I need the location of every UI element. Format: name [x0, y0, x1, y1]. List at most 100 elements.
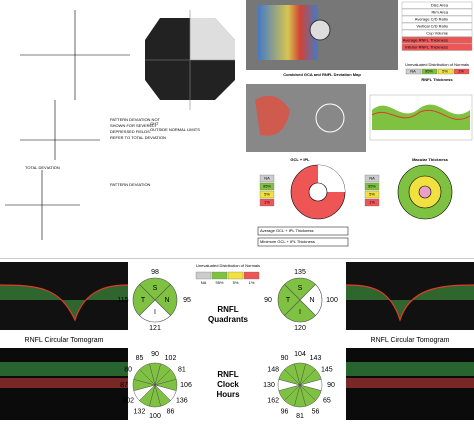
clock-value: 96 [281, 409, 289, 416]
legend-swatch [259, 190, 275, 199]
clock-value: 148 [267, 366, 279, 373]
legend-label: NA [369, 176, 375, 181]
table-label: Vertical C/D Ratio [416, 23, 448, 28]
clock-value: 100 [149, 413, 161, 420]
gcl-row [257, 226, 349, 236]
legend-swatch [259, 198, 275, 207]
legend-label: 95% [425, 69, 433, 74]
legend-label: 1% [249, 280, 255, 285]
quadrant [284, 299, 316, 323]
quadrant [284, 277, 316, 301]
clock-value: 136 [176, 397, 188, 404]
clock-value: 80 [124, 366, 132, 373]
gcl-title: GCL + IPL [290, 157, 310, 162]
quadrant [277, 284, 301, 316]
table-row [401, 1, 473, 9]
quadrant-value: 90 [264, 297, 272, 304]
strip-layer [346, 378, 474, 388]
legend-label: NA [264, 176, 270, 181]
rnfl-line [345, 284, 474, 323]
deviation-map [258, 5, 318, 60]
sector-letter: I [154, 309, 156, 316]
sector-letter: N [164, 297, 169, 304]
legend-swatch [453, 68, 470, 75]
title: RNFL Thickness [421, 77, 453, 82]
quad-title: Quadrants [208, 315, 249, 324]
strip-layer [0, 362, 128, 376]
quadrant-value: 95 [183, 297, 191, 304]
legend-label: NA [201, 280, 207, 285]
clock-value: 145 [321, 366, 333, 373]
legend-label: 5% [369, 192, 375, 197]
sector-letter: S [153, 285, 158, 292]
table-label: Inferior RNFL Thickness [405, 44, 448, 49]
quadrant-value: 100 [326, 297, 338, 304]
table-label: Rim Area [432, 9, 449, 14]
quadrant [154, 284, 178, 316]
clock-value: 102 [165, 355, 177, 362]
tsnit-green [372, 104, 470, 130]
clock-title: Clock [217, 380, 239, 389]
label: PATTERN DEVIATION [110, 182, 151, 187]
legend-label: 95% [263, 184, 271, 189]
quadrant [139, 277, 171, 301]
clock-value: 104 [294, 351, 306, 358]
legend-label: 1% [264, 200, 270, 205]
note: PATTERN DEVIATION NOT [110, 117, 161, 122]
clock-value: 65 [323, 397, 331, 404]
legend-swatch [364, 174, 380, 183]
label: TOTAL DEVIATION [25, 165, 60, 170]
table-row [401, 15, 473, 23]
quadrant-value: 120 [294, 325, 306, 332]
legend-swatch [437, 68, 454, 75]
legend-label: 5% [442, 69, 448, 74]
table-label: Average RNFL Thickness [403, 37, 448, 42]
legend-swatch [364, 190, 380, 199]
map-title: Combined GCA and RNFL Deviation Map [283, 72, 361, 77]
legend-label: NA [410, 69, 416, 74]
table-label: Disc Area [431, 2, 449, 7]
clock-value: 87 [120, 382, 128, 389]
legend-swatch [259, 182, 275, 191]
table-label: Cup Volume [426, 30, 449, 35]
sector-letter: N [309, 297, 314, 304]
clock-value: 90 [151, 351, 159, 358]
clock-value: 56 [312, 409, 320, 416]
strip-layer [0, 378, 128, 388]
distribution: Unevaluated Distribution of Normals [405, 62, 469, 67]
quadrant-value: 121 [149, 325, 161, 332]
clock-sector [284, 363, 301, 386]
legend-swatch [211, 271, 228, 280]
gcl-row [257, 237, 349, 247]
clock-value: 90 [281, 355, 289, 362]
legend-label: 1% [458, 69, 464, 74]
ght: OUTSIDE NORMAL LIMITS [150, 127, 200, 132]
quadrant [299, 284, 323, 316]
quadrant [139, 299, 171, 323]
clock-value: 143 [310, 355, 322, 362]
clock-value: 81 [178, 366, 186, 373]
disc-ring [315, 103, 345, 133]
clock-value: 102 [122, 397, 134, 404]
quadrant-value: 135 [294, 269, 306, 276]
table-row [401, 43, 473, 51]
quadrant [132, 284, 156, 316]
gcl-chart [290, 164, 453, 220]
clock-title: Hours [216, 390, 240, 399]
sector-letter: I [299, 309, 301, 316]
legend-swatch [195, 271, 212, 280]
sector-letter: S [298, 285, 303, 292]
quadrant-value: 98 [151, 269, 159, 276]
quad-title: RNFL [217, 305, 238, 314]
legend-label: 95% [368, 184, 376, 189]
legend-label: 5% [264, 192, 270, 197]
tomogram-title: RNFL Circular Tomogram [25, 337, 104, 344]
note: DEPRESSED FIELDS. [110, 129, 151, 134]
legend-swatch [405, 68, 422, 75]
legend-swatch [227, 271, 244, 280]
sector-letter: T [286, 297, 291, 304]
disc [309, 19, 331, 41]
clock-value: 130 [263, 382, 275, 389]
gcl-label: Minimum GCL + IPL Thickness [260, 239, 315, 244]
